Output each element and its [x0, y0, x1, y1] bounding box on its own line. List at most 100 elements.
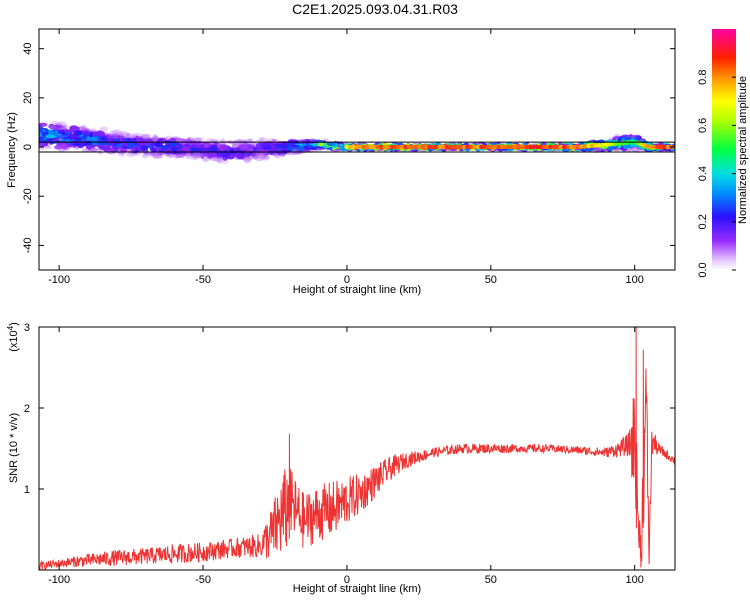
- heatmap-ridge-cell: [486, 144, 491, 150]
- heatmap-cell: [297, 146, 305, 152]
- y-tick-label: -40: [22, 237, 34, 253]
- x-tick-label: 50: [485, 274, 497, 286]
- x-tick-label: 100: [626, 574, 644, 586]
- heatmap-cell: [191, 151, 202, 159]
- heatmap-cell: [276, 148, 284, 155]
- heatmap-cell: [141, 133, 151, 140]
- heatmap-cell: [47, 129, 54, 135]
- snr-x-axis: -100 -50 0 50 100: [48, 327, 644, 586]
- heatmap-cell: [631, 146, 641, 153]
- snr-x-label: Height of straight line (km): [293, 583, 421, 595]
- x-tick-label: -100: [48, 574, 70, 586]
- heatmap-cell: [39, 122, 48, 127]
- heatmap-cell: [280, 153, 286, 157]
- colorbar-tick-label: 0.4: [697, 166, 709, 181]
- colorbar-ticks: 0.0 0.2 0.4 0.6 0.8: [697, 70, 736, 278]
- heatmap-cell: [60, 121, 67, 125]
- heatmap-cell: [258, 137, 268, 143]
- heatmap-cell: [119, 135, 124, 142]
- heatmap-cell: [140, 145, 147, 152]
- heatmap-cell: [154, 141, 162, 148]
- heatmap-ridge-cell: [396, 144, 402, 150]
- heatmap-cell: [50, 121, 60, 124]
- heatmap-cell: [271, 138, 276, 145]
- heatmap-cell: [164, 148, 173, 155]
- heatmap-ridge-cell: [403, 144, 409, 150]
- heatmap-ridge-cell: [568, 144, 574, 150]
- heatmap-cell: [128, 134, 136, 138]
- y-tick-label: 2: [24, 403, 30, 415]
- heatmap-ridge-cell: [472, 144, 478, 150]
- heatmap-ridge-cell: [479, 144, 485, 150]
- heatmap-cell: [72, 143, 82, 146]
- figure-title: C2E1.2025.093.04.31.R03: [292, 1, 458, 17]
- colorbar-tick-label: 0.2: [697, 214, 709, 229]
- colorbar-tick-label: 0.8: [697, 70, 709, 85]
- heatmap-cell: [256, 151, 262, 156]
- heatmap-cell: [151, 147, 158, 153]
- heatmap-cell: [216, 158, 223, 163]
- snr-y-axis: 1 2 3: [24, 322, 675, 496]
- heatmap-cell: [219, 145, 228, 151]
- heatmap-cell: [246, 147, 252, 152]
- heatmap-ridge-cell: [358, 144, 364, 150]
- colorbar: 0.0 0.2 0.4 0.6 0.8 Normalized spectral ampl…: [697, 29, 749, 278]
- heatmap-cell: [39, 141, 45, 148]
- heatmap-cell: [116, 143, 122, 148]
- x-tick-label: -50: [195, 274, 211, 286]
- x-tick-label: 100: [626, 274, 644, 286]
- y-tick-label: 20: [22, 92, 34, 104]
- snr-panel: -100 -50 0 50 100 1 2 3 Height of straight lin…: [6, 322, 676, 595]
- heatmap-ridge-cell: [351, 144, 357, 150]
- snr-background: [39, 327, 675, 570]
- heatmap-ridge-cell: [441, 144, 447, 150]
- heatmap-ridge-cell: [655, 144, 661, 150]
- heatmap-cell: [69, 125, 79, 132]
- heatmap-ridge-cell: [468, 144, 474, 150]
- heatmap-ridge-cell: [530, 144, 536, 150]
- heatmap-ridge-cell: [517, 144, 523, 150]
- heatmap-cell: [592, 146, 602, 153]
- heatmap-cell: [219, 152, 226, 156]
- heatmap-cell: [203, 143, 209, 149]
- heatmap-ridge-cell: [389, 144, 395, 150]
- x-tick-label: 0: [344, 574, 350, 586]
- reference-lines: [39, 141, 675, 153]
- heatmap-cell: [109, 148, 115, 152]
- heatmap-ridge-cell: [448, 144, 453, 150]
- heatmap-cell: [98, 139, 108, 146]
- heatmap-ridge-cell: [565, 144, 571, 150]
- spectrogram-y-axis: -40 -20 0 20 40: [22, 43, 675, 253]
- heatmap-ridge-cell: [365, 144, 371, 150]
- heatmap-cell: [47, 125, 57, 129]
- heatmap-cell: [242, 145, 249, 149]
- spectrogram-heatmap: [39, 121, 675, 165]
- y-tick-label: 3: [24, 322, 30, 334]
- heatmap-cell: [249, 140, 256, 146]
- heatmap-ridge-cell: [382, 144, 388, 150]
- heatmap-ridge-cell: [416, 144, 422, 150]
- heatmap-cell: [270, 153, 280, 156]
- heatmap-ridge-cell: [461, 144, 467, 150]
- heatmap-ridge-cell: [513, 144, 519, 150]
- heatmap-ridge-cell: [558, 144, 564, 150]
- heatmap-ridge-cell: [375, 144, 381, 150]
- heatmap-ridge-cell: [492, 144, 498, 150]
- heatmap-cell: [65, 138, 71, 144]
- spectrogram-y-label: Frequency (Hz): [6, 112, 18, 188]
- heatmap-cell: [39, 125, 44, 133]
- y-tick-label: -20: [22, 188, 34, 204]
- heatmap-ridge-cell: [544, 144, 550, 150]
- heatmap-cell: [182, 145, 191, 152]
- heatmap-ridge-cell: [420, 144, 426, 150]
- snr-series-line: [39, 327, 675, 570]
- heatmap-cell: [236, 147, 241, 151]
- snr-frame: [38, 326, 676, 571]
- heatmap-ridge-cell: [662, 144, 668, 150]
- heatmap-cell: [228, 148, 235, 153]
- heatmap-cell: [194, 145, 200, 149]
- heatmap-cell: [54, 125, 64, 128]
- heatmap-cell: [86, 144, 93, 150]
- heatmap-cell: [44, 128, 49, 132]
- heatmap-ridge-cell: [410, 144, 415, 150]
